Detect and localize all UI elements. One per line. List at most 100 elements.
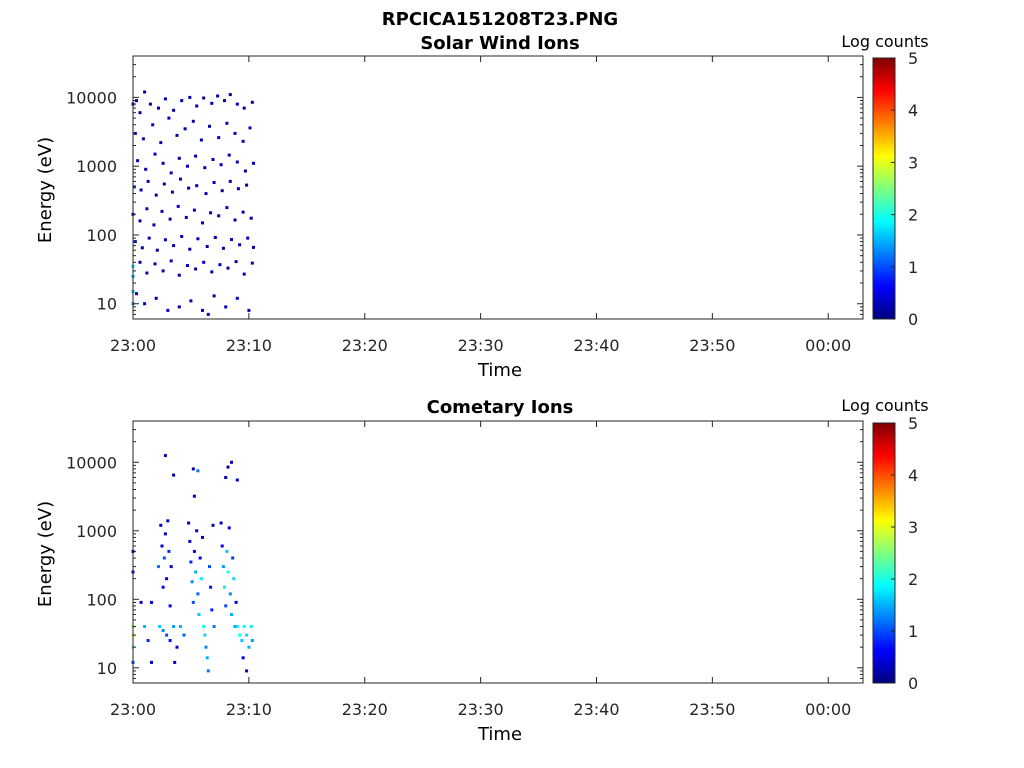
heatmap-cell (153, 152, 157, 156)
heatmap-cell (139, 188, 143, 192)
heatmap-cell (180, 99, 184, 103)
heatmap-cell (150, 660, 153, 664)
heatmap-cell (233, 131, 237, 135)
heatmap-cell (157, 106, 160, 110)
heatmap-cell (223, 99, 226, 103)
x-tick-label: 23:50 (689, 700, 735, 719)
heatmap-cell (204, 192, 208, 196)
heatmap-cell (242, 272, 246, 276)
heatmap-cell (201, 221, 204, 225)
heatmap-cell (248, 126, 252, 130)
x-axis-label: Time (477, 360, 522, 381)
heatmap-cell (243, 169, 247, 173)
colorbar-tick-label: 1 (908, 622, 918, 641)
heatmap-cell (143, 90, 147, 94)
heatmap-cell (217, 136, 221, 140)
heatmap-cell (191, 467, 195, 471)
heatmap-cell (234, 600, 238, 604)
colorbar-tick-label: 2 (908, 570, 918, 589)
heatmap-cell (228, 592, 232, 596)
heatmap-cell (245, 669, 249, 673)
heatmap-cell (179, 625, 182, 628)
heatmap-cell (166, 519, 170, 523)
heatmap-cell (177, 156, 181, 160)
heatmap-cell (242, 106, 246, 110)
heatmap-cell (199, 138, 203, 142)
heatmap-cell (143, 625, 147, 628)
y-tick-label: 1000 (76, 522, 117, 541)
colorbar-tick-label: 3 (908, 153, 918, 172)
heatmap-cell (192, 549, 196, 553)
heatmap-cell (195, 529, 199, 533)
heatmap-cell (249, 216, 253, 220)
heatmap-cell (208, 565, 211, 569)
colorbar-tick-label: 2 (908, 206, 918, 225)
panel-title: Cometary Ions (427, 397, 574, 418)
heatmap-cell (247, 645, 251, 649)
heatmap-cell (159, 523, 163, 527)
y-axis-label: Energy (eV) (35, 501, 56, 607)
heatmap-cell (210, 608, 214, 612)
heatmap-cell (146, 639, 150, 642)
colorbar-tick-label: 4 (908, 101, 918, 120)
heatmap-cell (233, 218, 237, 222)
heatmap-cell (191, 600, 195, 604)
heatmap-cell (227, 526, 231, 530)
heatmap-cell (195, 184, 199, 188)
heatmap-cell (240, 639, 244, 642)
heatmap-cell (228, 179, 232, 183)
heatmap-cell (219, 521, 223, 525)
heatmap-cell (179, 177, 182, 181)
heatmap-cell (168, 217, 172, 221)
plot-frame (132, 420, 864, 684)
heatmap-cell (161, 161, 165, 165)
heatmap-cell (147, 236, 151, 240)
heatmap-cell (161, 269, 165, 273)
heatmap-cell (209, 585, 213, 589)
heatmap-cell (212, 181, 216, 184)
heatmap-cell (155, 248, 159, 252)
colorbar (872, 57, 896, 320)
heatmap-cell (224, 476, 228, 479)
heatmap-cell (170, 190, 174, 194)
heatmap-cell (184, 215, 188, 219)
heatmap-cell (220, 544, 224, 548)
heatmap-cell (145, 271, 149, 275)
heatmap-cell (213, 236, 217, 239)
heatmap-cell (172, 473, 176, 477)
heatmap-cell (225, 549, 229, 553)
heatmap-cell (233, 625, 237, 628)
colorbar-tick-label: 5 (908, 414, 918, 433)
heatmap-cell (136, 159, 140, 163)
heatmap-cell (196, 592, 200, 596)
heatmap-cell (169, 171, 173, 175)
y-tick-label: 10 (97, 295, 117, 314)
heatmap-cell (252, 245, 255, 249)
y-tick-label: 10000 (66, 453, 117, 472)
heatmap-cell (176, 204, 180, 208)
heatmap-cell (162, 182, 166, 186)
y-tick-label: 10 (97, 659, 117, 678)
heatmap-cell (247, 308, 251, 312)
heatmap-cell (172, 244, 176, 248)
heatmap-cell (227, 153, 231, 157)
x-tick-label: 23:20 (342, 336, 388, 355)
colorbar-tick-label: 0 (908, 674, 918, 693)
x-tick-label: 23:20 (342, 700, 388, 719)
heatmap-cell (230, 238, 233, 241)
x-tick-label: 00:00 (805, 700, 851, 719)
heatmap-cell (236, 187, 240, 191)
heatmap-cell (234, 260, 238, 264)
heatmap-cell (221, 565, 225, 569)
heatmap-cell (232, 577, 236, 581)
heatmap-cell (160, 544, 164, 548)
heatmap-cell (206, 669, 210, 673)
heatmap-cell (225, 206, 229, 210)
heatmap-cell (191, 119, 195, 123)
heatmap-cell (203, 633, 207, 637)
heatmap-cell (224, 604, 228, 608)
heatmap-cell (146, 179, 150, 183)
heatmap-cell (189, 560, 193, 564)
heatmap-cell (238, 243, 242, 247)
heatmap-cell (162, 556, 166, 560)
